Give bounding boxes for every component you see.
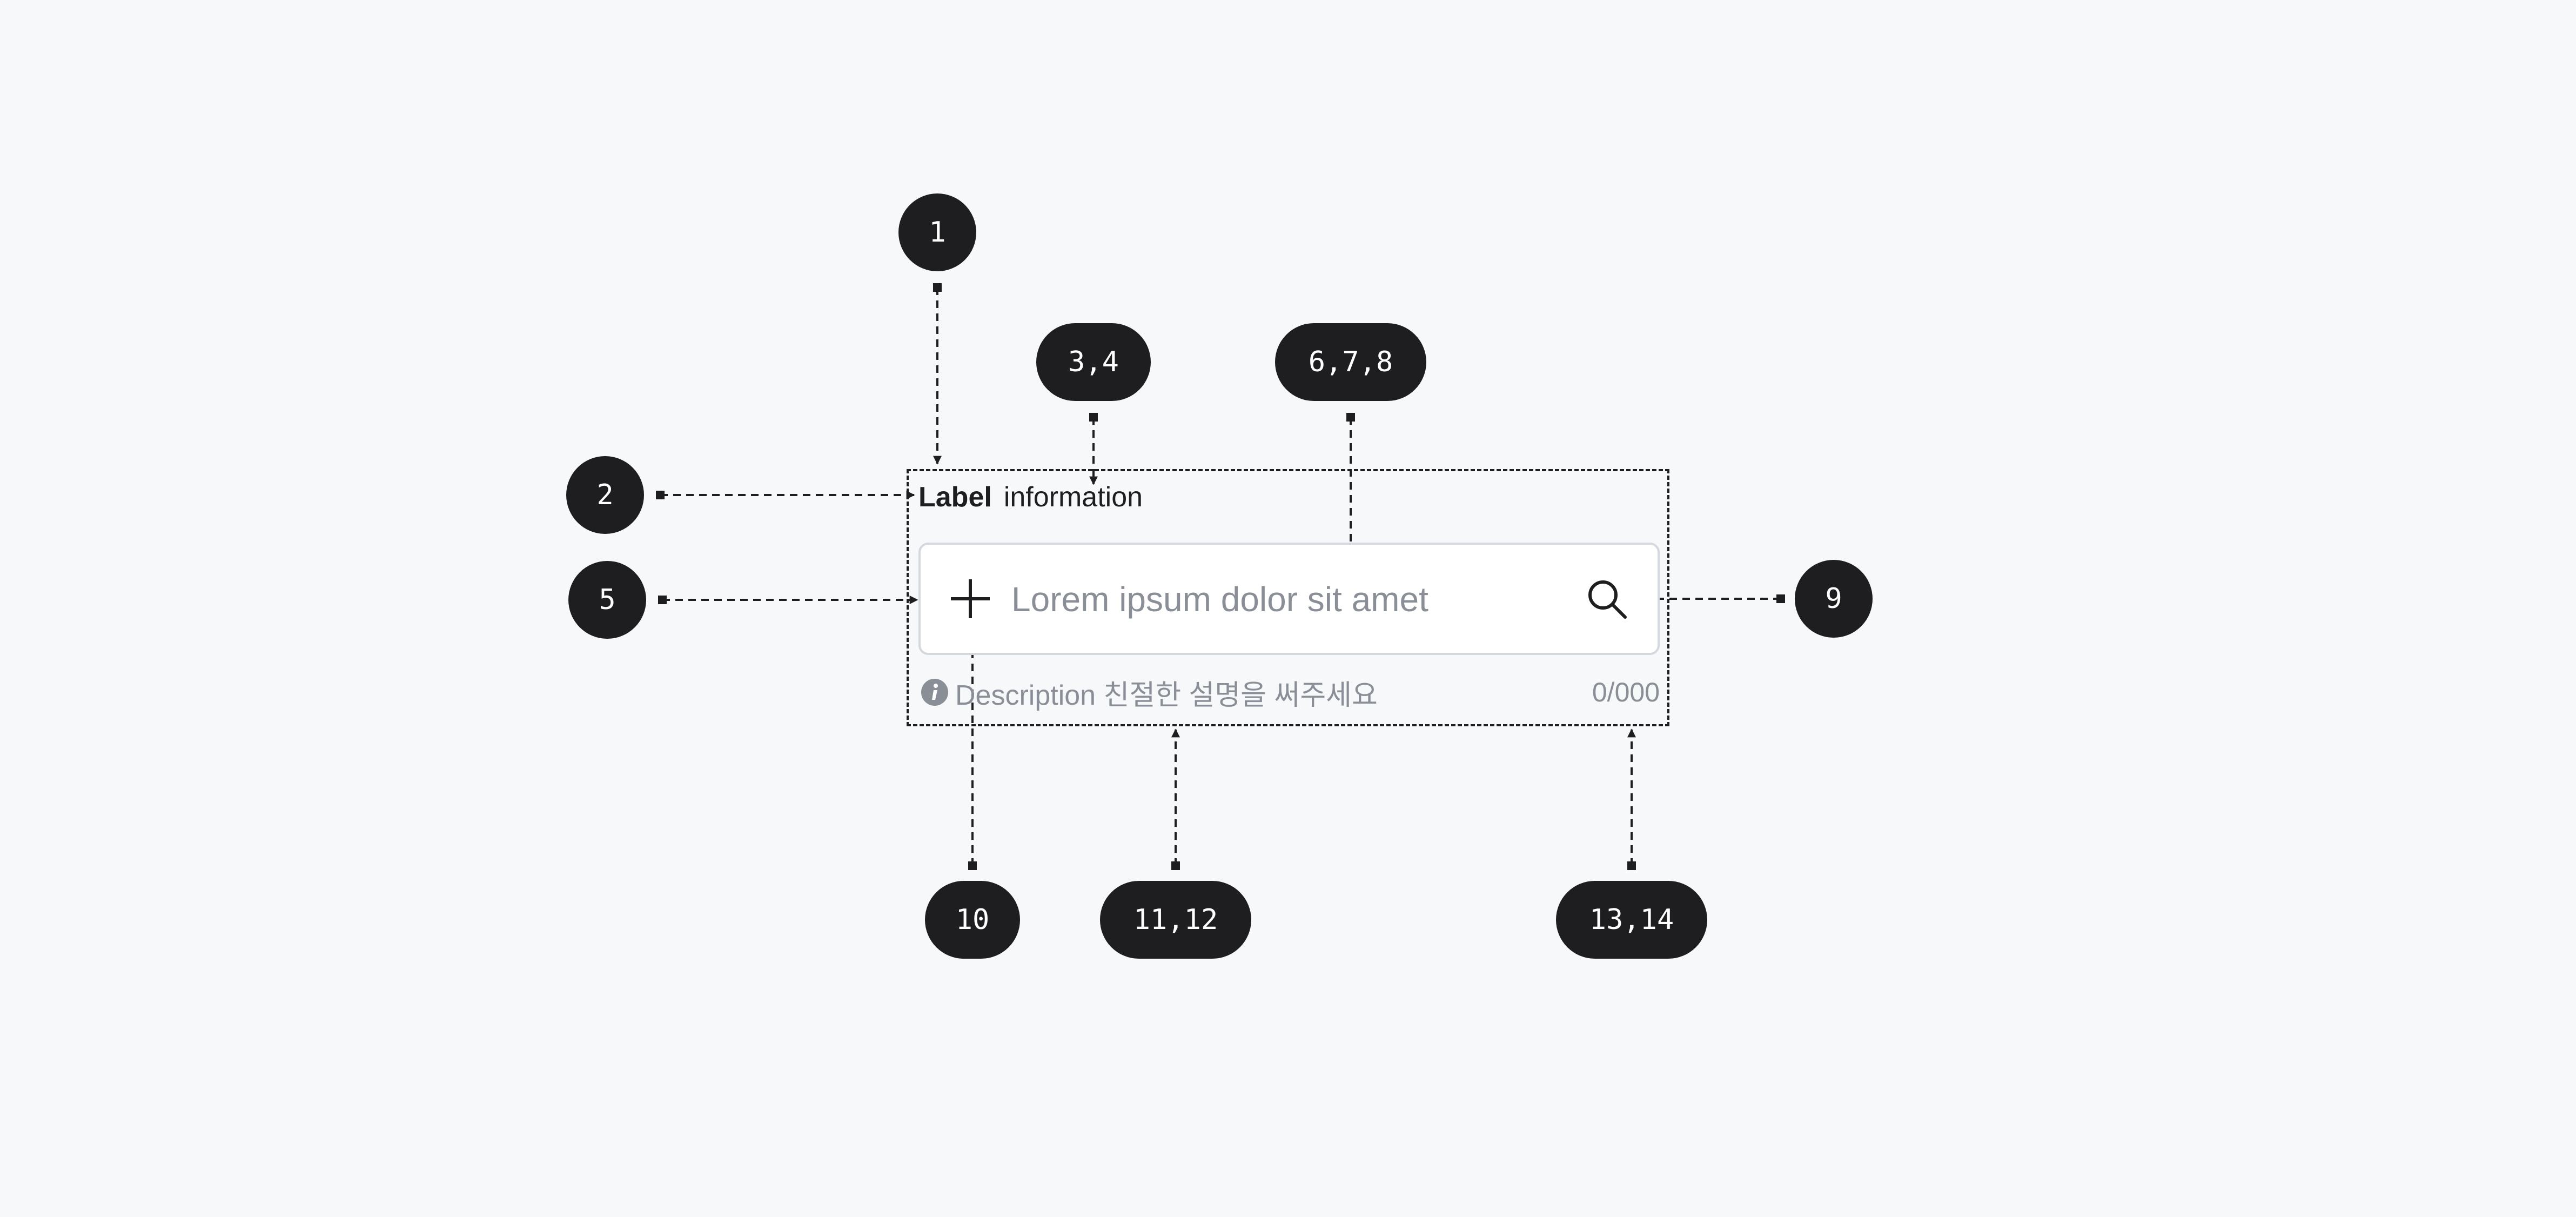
leader-end-2 — [656, 491, 665, 499]
marker-3-4: 3,4 — [1036, 323, 1151, 401]
leader-end-11-12 — [1171, 861, 1180, 870]
label-title: Label — [918, 482, 992, 513]
leader-end-13-14 — [1627, 861, 1636, 870]
search-input[interactable] — [1011, 570, 1552, 629]
search-icon[interactable] — [1585, 577, 1628, 620]
label-info: information — [1003, 482, 1143, 513]
component-outline — [907, 469, 1669, 726]
plus-icon[interactable] — [949, 577, 992, 620]
leader-end-9 — [1776, 594, 1785, 603]
text-field[interactable] — [918, 543, 1660, 655]
marker-5: 5 — [568, 561, 646, 639]
marker-6-7-8: 6,7,8 — [1275, 323, 1426, 401]
marker-10: 10 — [925, 881, 1020, 959]
marker-1: 1 — [898, 193, 976, 271]
leader-end-5 — [658, 596, 667, 604]
field-label: Label information — [918, 476, 1143, 519]
marker-9: 9 — [1795, 560, 1873, 638]
description-text: Description 친절한 설명을 써주세요 — [955, 679, 1378, 711]
leader-end-1 — [933, 283, 942, 292]
field-description: Description 친절한 설명을 써주세요 — [921, 674, 1378, 711]
leader-end-3-4 — [1089, 413, 1098, 422]
marker-2: 2 — [566, 456, 644, 534]
leader-end-10 — [968, 861, 977, 870]
character-counter: 0/000 — [1592, 677, 1660, 707]
marker-13-14: 13,14 — [1556, 881, 1707, 959]
info-icon — [921, 679, 948, 706]
leader-end-6-7-8 — [1346, 413, 1355, 422]
marker-11-12: 11,12 — [1100, 881, 1251, 959]
